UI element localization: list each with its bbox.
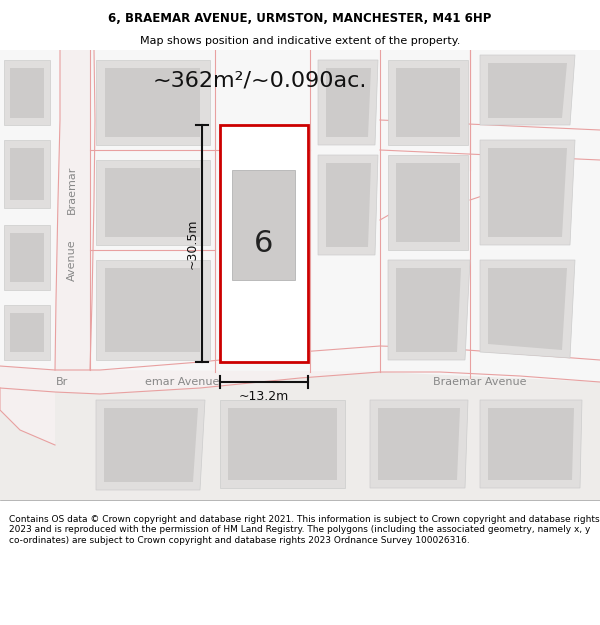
Polygon shape bbox=[396, 268, 461, 352]
Text: Braemar Avenue: Braemar Avenue bbox=[433, 377, 527, 387]
Polygon shape bbox=[388, 260, 470, 360]
Text: 6, BRAEMAR AVENUE, URMSTON, MANCHESTER, M41 6HP: 6, BRAEMAR AVENUE, URMSTON, MANCHESTER, … bbox=[109, 12, 491, 26]
Polygon shape bbox=[326, 68, 371, 137]
Polygon shape bbox=[4, 305, 50, 360]
Polygon shape bbox=[105, 268, 200, 352]
Polygon shape bbox=[396, 68, 460, 137]
Polygon shape bbox=[488, 63, 567, 118]
Polygon shape bbox=[480, 55, 575, 125]
Polygon shape bbox=[488, 148, 567, 237]
Polygon shape bbox=[232, 170, 295, 280]
Polygon shape bbox=[220, 125, 308, 362]
Polygon shape bbox=[96, 160, 210, 245]
Polygon shape bbox=[488, 268, 567, 350]
Polygon shape bbox=[396, 163, 460, 242]
Polygon shape bbox=[105, 168, 200, 237]
Polygon shape bbox=[318, 155, 378, 255]
Polygon shape bbox=[10, 148, 44, 200]
Text: Map shows position and indicative extent of the property.: Map shows position and indicative extent… bbox=[140, 36, 460, 46]
Polygon shape bbox=[104, 408, 198, 482]
Polygon shape bbox=[10, 313, 44, 352]
Polygon shape bbox=[0, 50, 60, 370]
Polygon shape bbox=[480, 260, 575, 358]
Polygon shape bbox=[228, 408, 337, 480]
Polygon shape bbox=[388, 155, 468, 250]
Polygon shape bbox=[0, 388, 55, 445]
Text: Contains OS data © Crown copyright and database right 2021. This information is : Contains OS data © Crown copyright and d… bbox=[9, 515, 599, 545]
Polygon shape bbox=[10, 68, 44, 118]
Polygon shape bbox=[0, 50, 600, 500]
Polygon shape bbox=[4, 225, 50, 290]
Polygon shape bbox=[480, 400, 582, 488]
Text: Br: Br bbox=[56, 377, 68, 387]
Polygon shape bbox=[10, 233, 44, 282]
Polygon shape bbox=[370, 400, 468, 488]
Polygon shape bbox=[105, 68, 200, 137]
Polygon shape bbox=[388, 60, 468, 145]
Text: emar Avenue: emar Avenue bbox=[145, 377, 220, 387]
Polygon shape bbox=[90, 50, 470, 372]
Polygon shape bbox=[0, 346, 600, 394]
Text: Braemar: Braemar bbox=[67, 166, 77, 214]
Polygon shape bbox=[4, 140, 50, 208]
Polygon shape bbox=[326, 163, 371, 247]
Polygon shape bbox=[380, 50, 600, 382]
Polygon shape bbox=[318, 60, 378, 145]
Polygon shape bbox=[96, 60, 210, 145]
Text: 6: 6 bbox=[254, 229, 274, 258]
Polygon shape bbox=[480, 140, 575, 245]
Polygon shape bbox=[55, 50, 95, 370]
Polygon shape bbox=[378, 408, 460, 480]
Text: ~13.2m: ~13.2m bbox=[239, 389, 289, 402]
Polygon shape bbox=[4, 60, 50, 125]
Polygon shape bbox=[488, 408, 574, 480]
Text: Avenue: Avenue bbox=[67, 239, 77, 281]
Polygon shape bbox=[96, 400, 205, 490]
Text: ~30.5m: ~30.5m bbox=[185, 218, 199, 269]
Text: ~362m²/~0.090ac.: ~362m²/~0.090ac. bbox=[153, 70, 367, 90]
Polygon shape bbox=[220, 400, 345, 488]
Polygon shape bbox=[96, 260, 210, 360]
